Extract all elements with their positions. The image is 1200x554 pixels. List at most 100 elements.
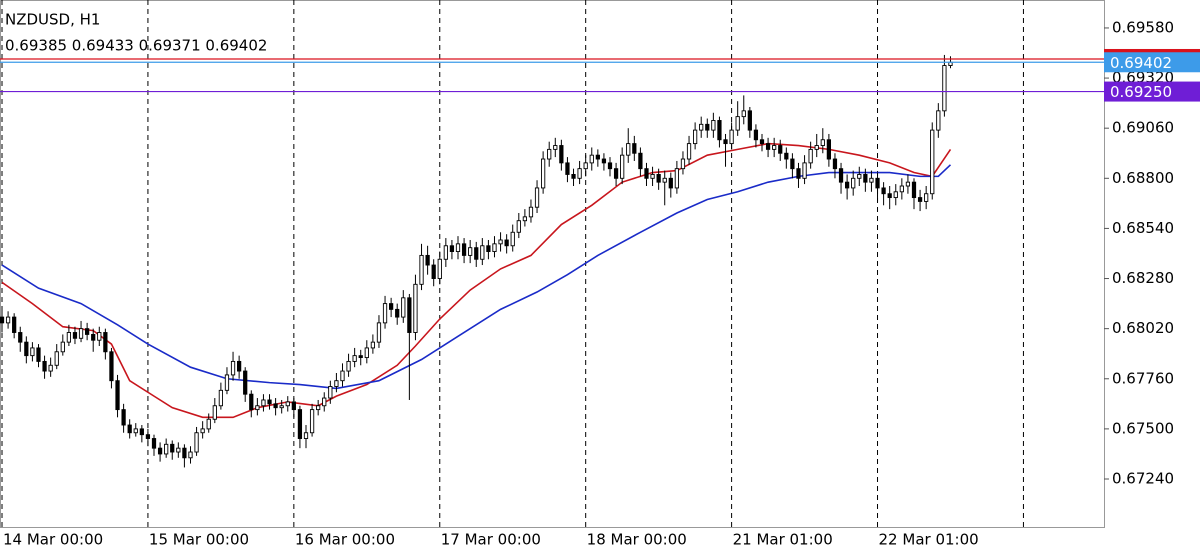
candle-body — [541, 158, 546, 189]
candle-body — [753, 129, 759, 141]
candle-body — [370, 341, 376, 349]
y-tick-label: 0.69580 — [1112, 18, 1174, 36]
candle-body — [693, 129, 698, 145]
candle-body — [638, 152, 643, 170]
candle-body — [358, 355, 363, 359]
candle-body — [164, 443, 169, 455]
price-tag — [1104, 81, 1200, 102]
candle-body — [352, 355, 357, 362]
x-tick-label: 14 Mar 00:00 — [3, 531, 103, 549]
candle-body — [656, 173, 661, 183]
x-tick-label: 15 Mar 00:00 — [149, 531, 249, 549]
candle-body — [765, 143, 771, 150]
candle-body — [133, 428, 138, 434]
plot-layer — [0, 0, 1104, 527]
candle-body — [863, 173, 868, 183]
candle-body — [389, 303, 394, 310]
candle-body — [72, 332, 78, 339]
candle-body — [157, 447, 163, 455]
candle-body — [249, 393, 254, 411]
candle-body — [857, 173, 862, 179]
candle-body — [12, 316, 17, 333]
candle-body — [237, 360, 242, 372]
price-tag-label: 0.69250 — [1110, 83, 1172, 101]
candle-body — [924, 193, 929, 202]
candle-body — [747, 110, 752, 131]
candle-body — [826, 139, 832, 160]
candle-body — [620, 154, 625, 179]
candle-body — [109, 351, 114, 382]
candle-body — [851, 177, 856, 189]
y-tick-label: 0.68020 — [1112, 319, 1174, 337]
y-tick-label: 0.67500 — [1112, 419, 1174, 437]
price-tag — [1104, 52, 1200, 73]
candle-body — [534, 187, 540, 208]
candle-body — [510, 231, 515, 247]
candle-body — [91, 333, 96, 341]
candle-body — [741, 110, 746, 118]
candle-body — [151, 438, 157, 449]
x-tick-label: 18 Mar 00:00 — [587, 531, 687, 549]
candle-body — [461, 243, 467, 256]
candle-body — [498, 239, 503, 245]
candle-body — [905, 181, 911, 187]
candle-body — [468, 247, 473, 256]
candle-body — [790, 158, 795, 170]
candle-body — [443, 245, 448, 260]
candle-body — [626, 143, 631, 156]
candle-body — [127, 424, 132, 434]
candle-body — [322, 397, 327, 407]
candle-body — [832, 158, 838, 170]
candle-body — [0, 316, 5, 324]
candle-body — [413, 283, 418, 333]
candle-body — [401, 297, 406, 318]
price-tag-label: 0.69402 — [1110, 54, 1172, 72]
candle-body — [577, 168, 582, 179]
candle-body — [48, 364, 53, 372]
y-tick-label: 0.69060 — [1112, 119, 1174, 137]
candle-body — [911, 181, 917, 199]
candle-body — [565, 162, 570, 175]
candle-body — [662, 177, 667, 183]
candle-body — [492, 243, 497, 252]
candle-body — [455, 243, 461, 252]
x-tick-label: 22 Mar 01:00 — [879, 531, 979, 549]
candle-body — [808, 148, 813, 164]
candle-body — [206, 418, 211, 430]
candle-body — [431, 264, 436, 279]
candle-body — [528, 206, 534, 218]
candle-body — [814, 145, 819, 150]
candle-body — [723, 139, 728, 145]
candle-body — [480, 245, 485, 260]
candle-body — [42, 360, 47, 372]
candle-body — [899, 185, 904, 193]
candle-body — [419, 254, 424, 285]
candle-body — [425, 254, 430, 266]
candle-body — [516, 220, 521, 233]
candle-body — [188, 451, 193, 459]
candle-body — [139, 428, 144, 436]
candle-body — [589, 154, 594, 164]
candle-body — [54, 351, 59, 366]
y-tick-label: 0.67760 — [1112, 369, 1174, 387]
x-tick-label: 21 Mar 01:00 — [733, 531, 833, 549]
candle-body — [881, 187, 886, 195]
candle-body — [893, 191, 898, 199]
candle-body — [328, 386, 333, 399]
candle-body — [255, 405, 260, 411]
candle-body — [632, 143, 637, 154]
candle-body — [182, 447, 187, 459]
candle-body — [942, 65, 947, 112]
candle-body — [273, 403, 278, 409]
candle-body — [844, 181, 850, 189]
candle-body — [97, 332, 102, 341]
ohlc-readout: 0.69385 0.69433 0.69371 0.69402 — [5, 37, 267, 55]
candle-body — [267, 399, 272, 405]
candle-body — [601, 158, 607, 164]
y-tick-label: 0.68280 — [1112, 269, 1174, 287]
candle-body — [699, 123, 704, 131]
candle-body — [285, 401, 290, 407]
candle-body — [407, 297, 412, 333]
